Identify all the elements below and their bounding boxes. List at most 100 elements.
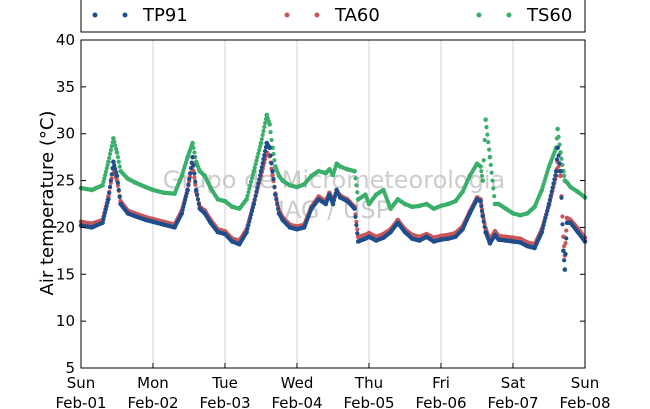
data-point — [557, 161, 562, 166]
data-point — [479, 173, 485, 178]
data-point — [109, 172, 114, 177]
data-point — [354, 219, 359, 224]
x-tick-label-date: Feb-04 — [271, 394, 322, 409]
data-point — [258, 140, 264, 146]
data-point — [117, 164, 122, 169]
data-point — [104, 203, 109, 209]
data-point — [187, 176, 192, 182]
data-point — [483, 117, 488, 122]
data-point — [352, 168, 357, 174]
data-point — [183, 194, 189, 199]
data-point — [103, 207, 108, 212]
data-point — [180, 207, 185, 213]
data-point — [267, 122, 272, 127]
data-point — [487, 154, 493, 160]
data-point — [271, 176, 276, 182]
data-point — [182, 201, 187, 206]
data-point — [353, 214, 358, 219]
data-point — [107, 151, 113, 157]
data-point — [563, 251, 568, 257]
legend-label: TP91 — [142, 5, 188, 26]
data-point — [550, 185, 555, 190]
data-point — [193, 179, 198, 184]
data-point — [116, 159, 121, 164]
data-point — [269, 161, 274, 166]
data-point — [260, 132, 265, 138]
data-point — [259, 136, 264, 142]
data-point — [273, 192, 278, 197]
data-point — [190, 140, 195, 146]
y-tick-label: 30 — [56, 125, 75, 143]
data-point — [558, 173, 563, 179]
data-point — [478, 198, 483, 204]
data-point — [541, 222, 546, 228]
data-point — [547, 197, 553, 202]
x-tick-label-date: Feb-07 — [487, 394, 538, 409]
data-point — [249, 212, 254, 217]
x-tick-label-date: Feb-05 — [343, 394, 394, 409]
data-point — [192, 171, 197, 176]
legend: TP91 TA60 TS60 — [80, 0, 586, 33]
data-point — [105, 200, 110, 205]
series-tp91 — [78, 140, 588, 272]
data-point — [181, 204, 186, 209]
data-point — [484, 125, 489, 130]
data-point — [355, 190, 360, 195]
data-point — [564, 228, 569, 233]
data-point — [545, 208, 550, 214]
data-point — [257, 148, 262, 153]
data-point — [478, 164, 483, 169]
data-point — [559, 195, 564, 200]
data-point — [192, 150, 197, 155]
data-point — [105, 163, 110, 168]
data-point — [488, 162, 493, 168]
data-point — [191, 163, 196, 168]
data-point — [246, 222, 251, 228]
data-point — [113, 166, 118, 171]
data-point — [543, 215, 548, 221]
data-point — [192, 175, 197, 180]
data-point — [481, 158, 486, 163]
legend-label: TA60 — [334, 5, 380, 26]
data-point — [480, 213, 486, 219]
data-point — [111, 136, 116, 141]
data-point — [554, 157, 560, 162]
data-point — [102, 213, 107, 219]
data-point — [258, 173, 263, 178]
data-point — [260, 161, 265, 166]
data-point — [546, 201, 552, 207]
data-point — [191, 145, 196, 150]
x-tick-label-date: Feb-08 — [559, 394, 610, 409]
data-point — [108, 148, 113, 153]
data-point — [555, 126, 560, 132]
x-tick-label-day: Fri — [432, 374, 450, 392]
data-point — [193, 182, 198, 187]
data-point — [116, 187, 121, 193]
y-tick-label: 5 — [65, 359, 75, 377]
data-point — [263, 149, 268, 154]
data-point — [248, 183, 253, 188]
x-tick-label-date: Feb-01 — [55, 394, 106, 409]
data-point — [101, 217, 106, 222]
data-point — [245, 226, 250, 231]
x-tick-label-day: Wed — [281, 374, 314, 392]
data-point — [560, 222, 565, 227]
data-point — [263, 120, 268, 126]
data-point — [553, 173, 558, 178]
data-point — [101, 179, 106, 185]
data-point — [540, 226, 545, 231]
y-tick-label: 20 — [56, 218, 75, 236]
data-point — [268, 153, 273, 158]
data-point — [272, 158, 277, 163]
legend-marker — [506, 12, 512, 18]
data-point — [246, 190, 251, 195]
series-ts60 — [78, 112, 588, 218]
data-point — [107, 155, 112, 161]
data-point — [253, 162, 258, 167]
data-point — [114, 146, 119, 152]
data-point — [272, 184, 277, 189]
data-point — [352, 206, 357, 211]
data-point — [479, 204, 484, 209]
data-point — [111, 159, 116, 165]
